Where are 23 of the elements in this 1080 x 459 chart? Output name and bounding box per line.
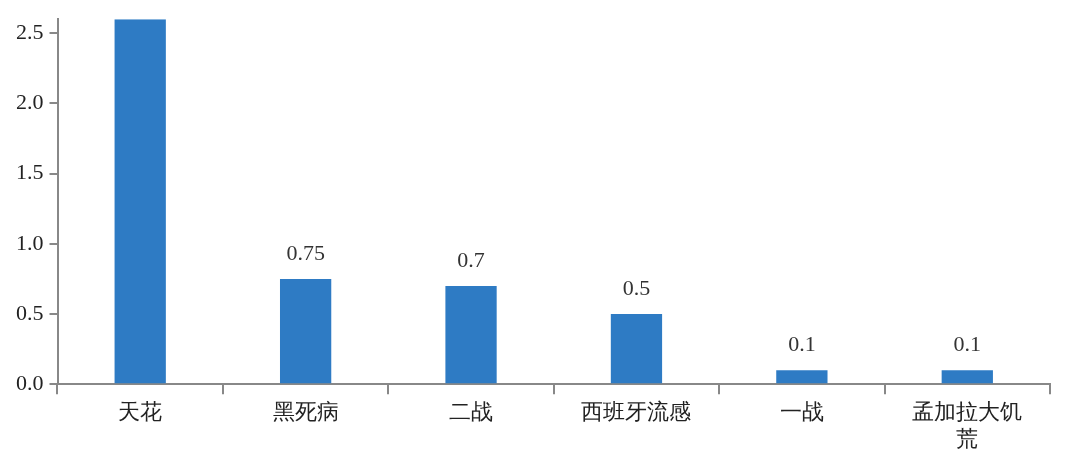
bar xyxy=(114,19,166,384)
y-tick-label: 2.0 xyxy=(16,89,44,115)
data-label: 0.7 xyxy=(457,246,485,272)
x-tick-label: 孟加拉大饥荒 xyxy=(912,399,1023,451)
y-tick-label: 1.0 xyxy=(16,229,44,255)
y-tick-label: 0.5 xyxy=(16,299,44,325)
bar xyxy=(279,278,332,384)
bar xyxy=(941,370,993,384)
x-tick-label: 二战 xyxy=(449,399,494,425)
data-label: 0.1 xyxy=(788,330,816,356)
y-tick-label: 1.5 xyxy=(16,159,44,185)
x-tick-label: 黑死病 xyxy=(272,399,339,425)
bar xyxy=(445,285,497,384)
y-tick-label: 0.0 xyxy=(16,369,44,395)
data-label: 0.5 xyxy=(622,274,651,300)
x-tick-label: 天花 xyxy=(118,399,163,425)
y-tick-label: 2.5 xyxy=(16,19,44,45)
data-label: 0.1 xyxy=(953,330,982,356)
x-tick-label: 西班牙流感 xyxy=(581,399,692,425)
data-label: 0.75 xyxy=(286,239,325,265)
x-tick-label: 一战 xyxy=(779,399,824,425)
bar xyxy=(776,370,828,384)
bar xyxy=(610,314,663,384)
